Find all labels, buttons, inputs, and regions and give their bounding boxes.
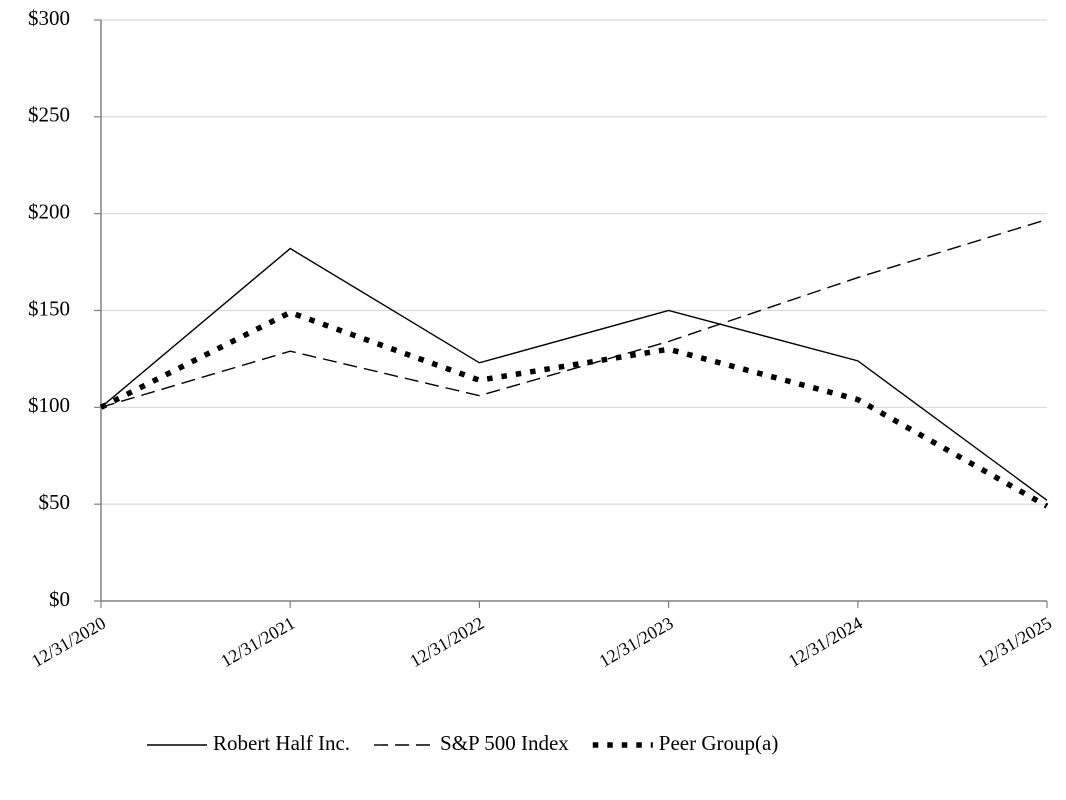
- y-tick-label: $200: [28, 199, 70, 223]
- legend-label: S&P 500 Index: [440, 731, 569, 755]
- y-tick-label: $250: [28, 103, 70, 127]
- series-line: [100, 218, 1048, 409]
- x-tick-label: 12/31/2024: [785, 613, 866, 671]
- x-tick-label: 12/31/2023: [596, 613, 677, 671]
- series-line: [99, 309, 1049, 509]
- x-tick-label: 12/31/2020: [28, 613, 109, 671]
- y-tick-label: $0: [49, 587, 70, 611]
- x-tick-label: 12/31/2022: [406, 613, 487, 671]
- y-tick-label: $150: [28, 296, 70, 320]
- y-tick-label: $50: [39, 490, 71, 514]
- y-tick-label: $100: [28, 393, 70, 417]
- x-tick-label: 12/31/2025: [974, 613, 1055, 671]
- series-line: [100, 247, 1048, 501]
- y-tick-label: $300: [28, 6, 70, 30]
- legend-label: Peer Group(a): [659, 731, 779, 755]
- x-tick-label: 12/31/2021: [217, 613, 298, 671]
- legend-label: Robert Half Inc.: [213, 731, 350, 755]
